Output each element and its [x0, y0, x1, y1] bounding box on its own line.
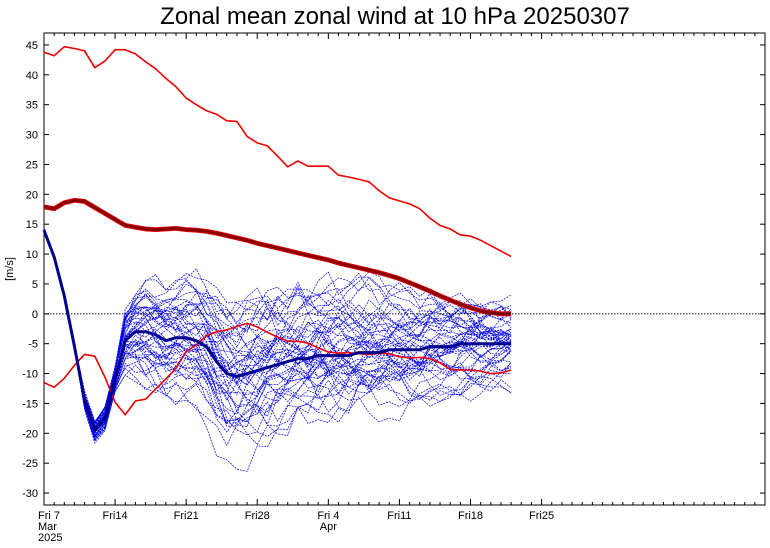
x-tick-label: Fri14 — [103, 510, 128, 522]
y-axis-label: [m/s] — [4, 257, 16, 281]
ensemble-member-line — [43, 230, 512, 432]
x-tick-label: Fri28 — [245, 510, 270, 522]
y-tick-label: -20 — [22, 428, 38, 440]
ensemble-member-line — [43, 232, 512, 444]
y-tick-label: 45 — [26, 40, 38, 52]
y-tick-label: 0 — [32, 309, 38, 321]
x-tick-label: Fri18 — [458, 510, 483, 522]
x-tick-label: Fri11 — [387, 510, 411, 522]
y-tick-label: 35 — [26, 100, 38, 112]
y-tick-label: -25 — [22, 458, 38, 470]
ensemble-member-line — [43, 231, 512, 434]
y-tick-label: -10 — [22, 369, 38, 381]
ensemble-member-line — [43, 229, 512, 433]
y-tick-label: -5 — [28, 339, 38, 351]
x-tick-label: Fri 7 — [38, 510, 60, 522]
ensemble-member-line — [43, 229, 512, 430]
series-layer — [42, 45, 512, 432]
y-tick-label: 20 — [26, 189, 38, 201]
climatology-min-line — [43, 322, 512, 416]
ensemble-member-line — [43, 230, 512, 472]
y-tick-label: -15 — [22, 398, 38, 410]
ensemble-member-line — [43, 229, 512, 426]
ensemble-member-line — [43, 229, 512, 432]
plot-frame — [43, 32, 766, 506]
ensemble-member-line — [43, 230, 512, 436]
y-tick-label: 40 — [26, 70, 38, 82]
ensemble-mean-line — [42, 229, 512, 432]
ensemble-member-line — [43, 230, 512, 435]
x-tick-label: Fri21 — [174, 510, 199, 522]
ensemble-member-line — [43, 230, 512, 440]
y-tick-label: 15 — [26, 219, 38, 231]
x-tick-label: Fri 4 — [317, 510, 339, 522]
climatology-max-line — [43, 45, 512, 258]
y-tick-label: 30 — [26, 130, 38, 142]
ensemble-members — [43, 228, 512, 472]
ensemble-member-line — [43, 229, 512, 438]
ensemble-member-line — [43, 229, 512, 431]
ensemble-member-line — [43, 230, 512, 438]
ensemble-member-line — [43, 229, 512, 428]
y-tick-label: 10 — [26, 249, 38, 261]
climatology-mean-line — [43, 198, 512, 316]
y-tick-label: 25 — [26, 159, 38, 171]
y-tick-label: 5 — [32, 279, 38, 291]
y-axis: 45 40 35 30 25 20 15 10 5 0 -5 -10 -15 -20 -25 -30 — [22, 40, 765, 500]
y-tick-label: -30 — [22, 488, 38, 500]
ensemble-member-line — [43, 228, 512, 423]
ensemble-member-line — [43, 229, 512, 429]
x-tick-label: Apr — [320, 521, 337, 533]
chart-title: Zonal mean zonal wind at 10 hPa 20250307 — [160, 3, 630, 30]
ensemble-member-line — [43, 228, 512, 425]
x-tick-label: Fri25 — [529, 510, 554, 522]
x-tick-label: Mar — [38, 521, 57, 533]
ensemble-member-line — [43, 229, 512, 430]
x-tick-label: 2025 — [38, 532, 62, 544]
